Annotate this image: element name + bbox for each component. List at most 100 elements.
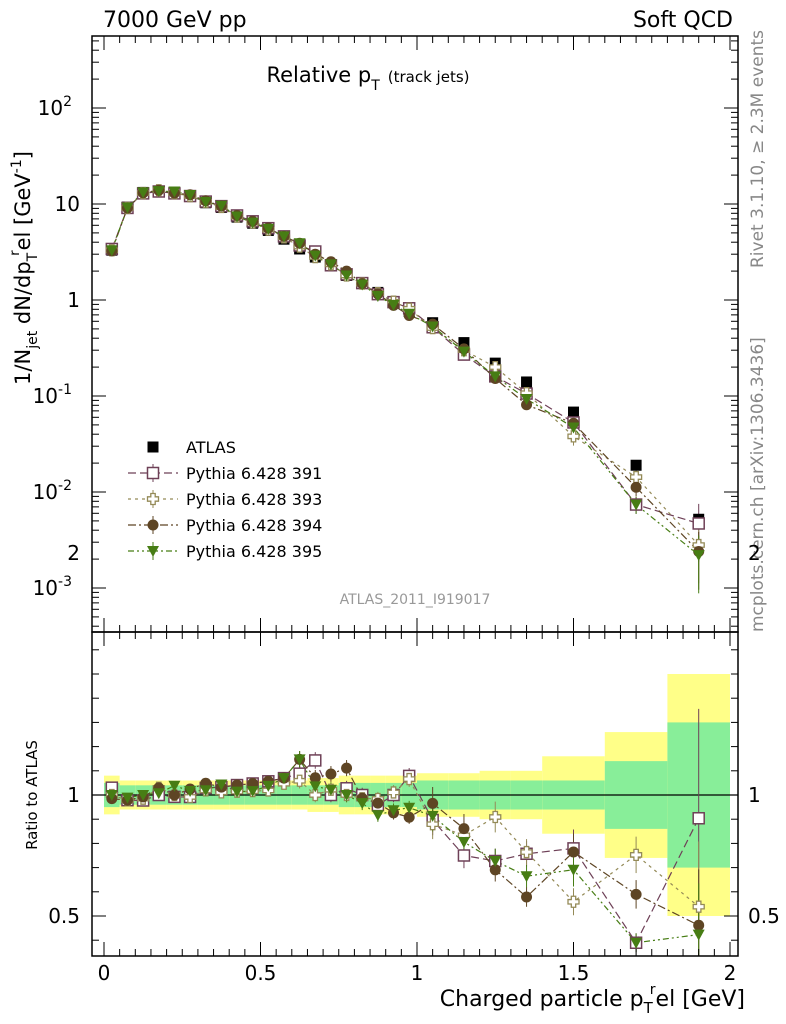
data-point-atlas bbox=[568, 406, 579, 418]
ratio-point-pythia-6-428-395 bbox=[387, 805, 400, 817]
ratio-point-pythia-6-428-393 bbox=[387, 786, 400, 799]
legend-marker-pythia-6-428-393 bbox=[146, 492, 160, 506]
data-point-atlas bbox=[458, 337, 470, 349]
data-point-pythia-6-428-395 bbox=[215, 200, 228, 212]
ratio-point-pythia-6-428-394 bbox=[693, 919, 705, 931]
data-point-pythia-6-428-395 bbox=[184, 190, 197, 202]
ratio-point-pythia-6-428-395 bbox=[215, 779, 228, 791]
ratio-point-pythia-6-428-395 bbox=[324, 784, 337, 796]
analysis-id: ATLAS_2011_I919017 bbox=[340, 592, 491, 608]
legend-label-pythia-6-428-394: Pythia 6.428 394 bbox=[186, 516, 322, 535]
data-point-pythia-6-428-395 bbox=[426, 321, 439, 333]
legend-label-atlas: ATLAS bbox=[186, 438, 236, 457]
legend-marker-atlas bbox=[147, 441, 159, 453]
data-point-pythia-6-428-395 bbox=[309, 250, 322, 262]
ratio-point-pythia-6-428-393 bbox=[293, 774, 306, 787]
ratio-point-pythia-6-428-395 bbox=[489, 856, 502, 867]
series-line-pythia-6-428-395 bbox=[111, 190, 700, 556]
ratio-point-pythia-6-428-394 bbox=[458, 823, 470, 835]
ratio-tick-label-left: 2 bbox=[67, 541, 80, 565]
ratio-point-pythia-6-428-394 bbox=[309, 772, 321, 784]
data-point-pythia-6-428-395 bbox=[356, 279, 369, 291]
ratio-point-pythia-6-428-393 bbox=[403, 772, 416, 786]
legend-label-pythia-6-428-391: Pythia 6.428 391 bbox=[186, 464, 322, 483]
data-point-pythia-6-428-395 bbox=[262, 223, 275, 235]
data-point-pythia-6-428-395 bbox=[231, 211, 244, 223]
x-tick-label: 2 bbox=[724, 961, 737, 985]
data-point-pythia-6-428-395 bbox=[520, 394, 533, 406]
legend-marker-pythia-6-428-395 bbox=[147, 546, 159, 557]
ratio-point-pythia-6-428-394 bbox=[341, 762, 353, 774]
data-point-pythia-6-428-395 bbox=[630, 499, 643, 511]
data-point-pythia-6-428-395 bbox=[199, 196, 212, 208]
ratio-tick-label-right: 1 bbox=[748, 783, 761, 807]
data-point-pythia-6-428-395 bbox=[152, 186, 165, 198]
data-point-pythia-6-428-395 bbox=[324, 259, 337, 271]
header-left: 7000 GeV pp bbox=[103, 8, 247, 33]
ratio-point-pythia-6-428-395 bbox=[231, 786, 244, 798]
ratio-point-pythia-6-428-395 bbox=[262, 780, 275, 792]
ratio-point-pythia-6-428-395 bbox=[692, 929, 705, 941]
data-point-pythia-6-428-393 bbox=[629, 470, 643, 484]
ratio-point-pythia-6-428-395 bbox=[309, 781, 322, 793]
ratio-point-pythia-6-428-395 bbox=[168, 780, 181, 792]
data-point-pythia-6-428-395 bbox=[371, 291, 384, 303]
data-point-pythia-6-428-395 bbox=[692, 550, 705, 562]
ratio-tick-label-right: 0.5 bbox=[748, 904, 780, 928]
ratio-point-pythia-6-428-394 bbox=[568, 846, 579, 858]
data-point-pythia-6-428-395 bbox=[168, 186, 181, 198]
ratio-point-pythia-6-428-395 bbox=[457, 837, 470, 849]
y-tick-label: 10-1 bbox=[33, 382, 72, 408]
ratio-point-pythia-6-428-395 bbox=[121, 792, 134, 804]
data-point-pythia-6-428-395 bbox=[246, 217, 259, 229]
data-point-atlas bbox=[521, 376, 533, 388]
data-point-pythia-6-428-391 bbox=[692, 517, 705, 530]
data-point-pythia-6-428-395 bbox=[387, 299, 400, 311]
ratio-line-pythia-6-428-395 bbox=[111, 758, 699, 944]
ratio-point-pythia-6-428-395 bbox=[277, 773, 290, 785]
ratio-point-pythia-6-428-395 bbox=[371, 810, 384, 822]
legend-marker-pythia-6-428-394 bbox=[147, 519, 159, 531]
data-point-pythia-6-428-395 bbox=[340, 270, 353, 282]
x-axis-label: Charged particle pTrel [GeV] bbox=[440, 982, 745, 1017]
x-tick-label: 0 bbox=[98, 961, 111, 985]
legend-label-pythia-6-428-395: Pythia 6.428 395 bbox=[186, 542, 322, 561]
ratio-point-pythia-6-428-395 bbox=[403, 802, 416, 814]
y-tick-label: 1 bbox=[67, 288, 80, 312]
ratio-point-pythia-6-428-395 bbox=[152, 788, 165, 800]
data-point-pythia-6-428-394 bbox=[630, 481, 642, 493]
ratio-point-pythia-6-428-395 bbox=[199, 785, 212, 797]
data-point-pythia-6-428-395 bbox=[293, 238, 306, 250]
ratio-tick-label-left: 0.5 bbox=[48, 904, 80, 928]
ratio-point-pythia-6-428-394 bbox=[325, 768, 337, 780]
ratio-point-pythia-6-428-395 bbox=[293, 754, 306, 766]
ratio-point-pythia-6-428-395 bbox=[520, 871, 533, 883]
ratio-point-pythia-6-428-395 bbox=[184, 786, 197, 798]
header-right: Soft QCD bbox=[632, 8, 733, 33]
x-tick-label: 1.5 bbox=[558, 961, 590, 985]
legend-label-pythia-6-428-393: Pythia 6.428 393 bbox=[186, 490, 322, 509]
data-point-pythia-6-428-395 bbox=[403, 308, 416, 320]
ratio-point-pythia-6-428-394 bbox=[403, 811, 415, 823]
x-tick-label: 1 bbox=[411, 961, 424, 985]
y-tick-label: 10-2 bbox=[33, 478, 72, 504]
ratio-point-pythia-6-428-393 bbox=[567, 895, 580, 908]
ratio-point-pythia-6-428-391 bbox=[692, 812, 705, 825]
ratio-point-pythia-6-428-395 bbox=[137, 790, 150, 801]
ratio-point-pythia-6-428-393 bbox=[426, 818, 439, 831]
data-point-pythia-6-428-395 bbox=[105, 245, 118, 257]
legend-marker-pythia-6-428-391 bbox=[146, 466, 160, 480]
plot-title: Relative pT (track jets) bbox=[266, 63, 469, 94]
ratio-point-pythia-6-428-394 bbox=[168, 789, 180, 801]
ratio-point-pythia-6-428-395 bbox=[426, 810, 439, 822]
ratio-tick-label-right: 2 bbox=[748, 541, 761, 565]
ratio-point-pythia-6-428-394 bbox=[427, 797, 439, 809]
ratio-y-axis-label: Ratio to ATLAS bbox=[23, 740, 41, 850]
data-point-pythia-6-428-393 bbox=[567, 430, 580, 443]
ratio-point-pythia-6-428-393 bbox=[629, 848, 643, 862]
ratio-point-pythia-6-428-394 bbox=[489, 864, 501, 876]
y-tick-label: 10 bbox=[55, 192, 80, 216]
ratio-point-pythia-6-428-395 bbox=[356, 798, 369, 810]
ratio-point-pythia-6-428-395 bbox=[246, 786, 259, 798]
